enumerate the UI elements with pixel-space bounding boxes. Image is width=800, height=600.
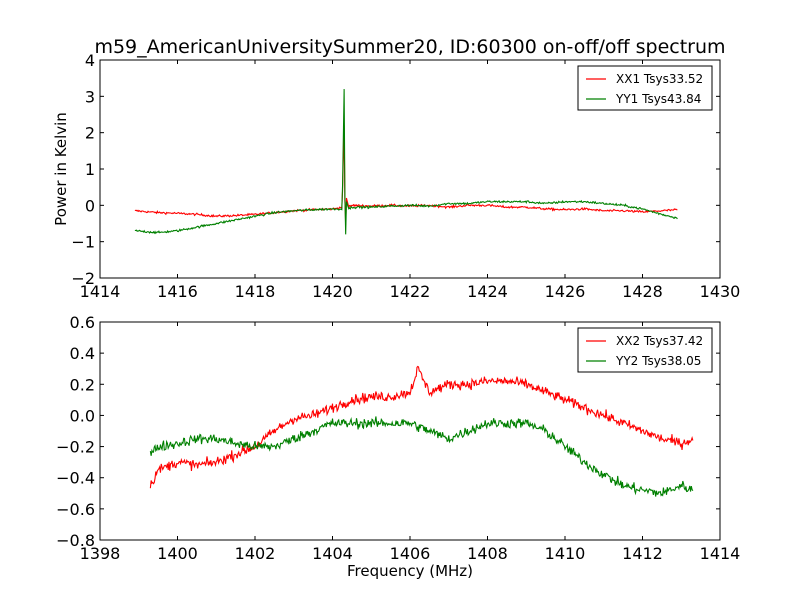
y-tick-label: 3 — [85, 87, 95, 106]
top-spectrum-plot: 1414 1416 1418 1420 1422 1424 1426 1428 1430 4 3 2 1… — [52, 51, 740, 301]
y-axis-label: Power in Kelvin — [52, 112, 70, 226]
legend-box — [577, 65, 713, 111]
y-tick-label: −0.2 — [56, 438, 95, 457]
legend-label-2: YY2 Tsys38.05 — [615, 354, 701, 368]
y-tick-label: −2 — [71, 269, 95, 288]
x-tick-label: 1406 — [390, 544, 431, 563]
x-tick-label: 1408 — [467, 544, 508, 563]
y-tick-label: 1 — [85, 160, 95, 179]
legend-label-2: YY1 Tsys43.84 — [615, 92, 701, 106]
x-tick-label: 1414 — [700, 544, 741, 563]
legend-box — [577, 327, 713, 373]
x-tick-label: 1400 — [157, 544, 198, 563]
legend-label-1: XX2 Tsys37.42 — [616, 334, 703, 348]
y-tick-label: 2 — [85, 124, 95, 143]
x-tick-label: 1420 — [312, 282, 353, 301]
bottom-spectrum-plot: 1398 1400 1402 1404 1406 1408 1410 1412 1414 0.6 0… — [56, 313, 740, 580]
x-tick-label: 1430 — [700, 282, 741, 301]
y-tick-label: 0 — [85, 196, 95, 215]
x-tick-label: 1428 — [622, 282, 663, 301]
x-tick-label: 1424 — [467, 282, 508, 301]
x-tick-label: 1398 — [80, 544, 121, 563]
x-tick-label: 1410 — [545, 544, 586, 563]
figure-title: m59_AmericanUniversitySummer20, ID:60300… — [94, 36, 725, 58]
x-tick-label: 1416 — [157, 282, 198, 301]
series-line-1 — [149, 365, 694, 489]
x-tick-label: 1426 — [545, 282, 586, 301]
y-tick-label: 0.6 — [70, 313, 95, 332]
y-tick-label: −0.6 — [56, 500, 95, 519]
x-axis-label: Frequency (MHz) — [347, 562, 473, 580]
y-tick-label: 0.2 — [70, 375, 95, 394]
x-tick-label: 1412 — [622, 544, 663, 563]
x-tick-label: 1414 — [80, 282, 121, 301]
y-tick-label: −0.8 — [56, 531, 95, 550]
series-line-1 — [134, 125, 678, 225]
y-tick-label: 4 — [85, 51, 95, 70]
series-line-2 — [134, 89, 678, 235]
x-tick-label: 1404 — [312, 544, 353, 563]
y-tick-label: −0.4 — [56, 469, 95, 488]
y-tick-label: 0.4 — [70, 344, 95, 363]
series-line-2 — [149, 416, 694, 497]
y-tick-label: 0.0 — [70, 406, 95, 425]
x-tick-label: 1402 — [235, 544, 276, 563]
y-tick-label: −1 — [71, 233, 95, 252]
x-tick-label: 1418 — [235, 282, 276, 301]
legend-label-1: XX1 Tsys33.52 — [616, 72, 703, 86]
x-tick-label: 1422 — [390, 282, 431, 301]
